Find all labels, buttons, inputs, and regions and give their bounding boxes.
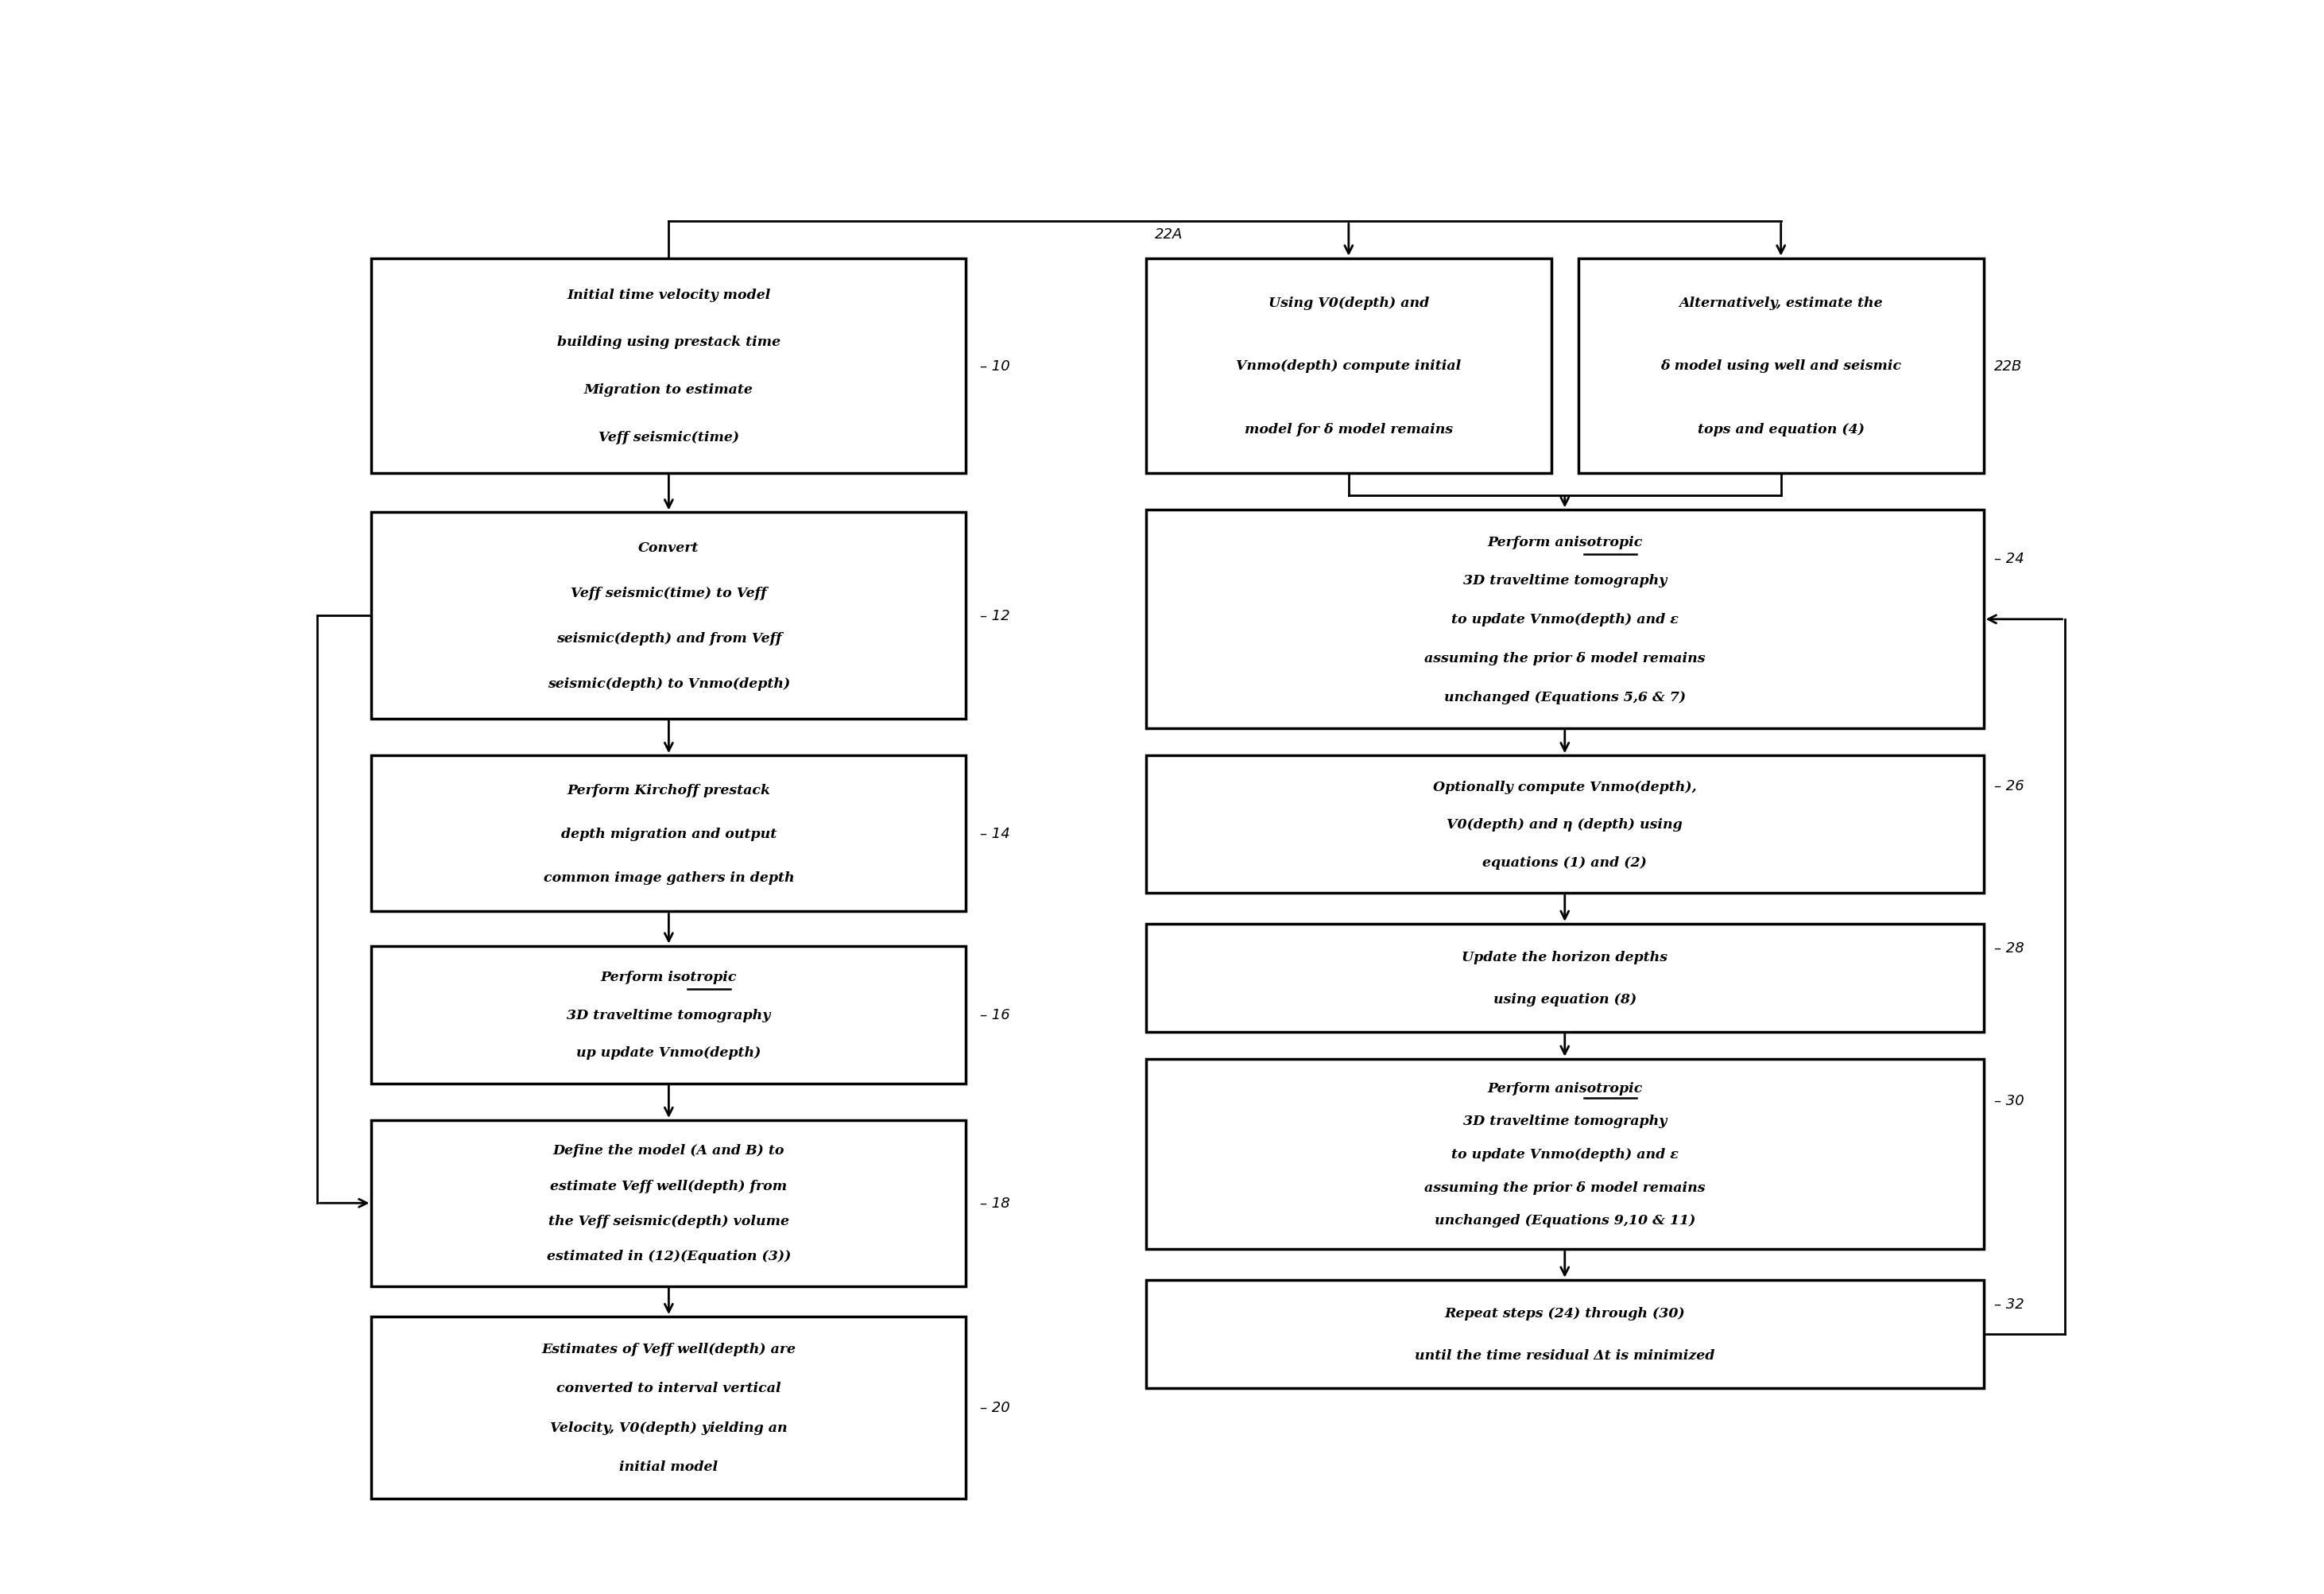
Text: model for δ model remains: model for δ model remains: [1243, 422, 1452, 437]
FancyBboxPatch shape: [372, 513, 967, 719]
Text: Velocity, V0(depth) yielding an: Velocity, V0(depth) yielding an: [551, 1420, 788, 1435]
Text: Migration to estimate: Migration to estimate: [583, 383, 753, 397]
FancyBboxPatch shape: [372, 947, 967, 1084]
Text: up update Vnmo(depth): up update Vnmo(depth): [576, 1046, 760, 1060]
Text: Repeat steps (24) through (30): Repeat steps (24) through (30): [1446, 1307, 1685, 1320]
Text: 3D traveltime tomography: 3D traveltime tomography: [567, 1007, 772, 1022]
Text: to update Vnmo(depth) and ε: to update Vnmo(depth) and ε: [1450, 612, 1678, 626]
Text: unchanged (Equations 5,6 & 7): unchanged (Equations 5,6 & 7): [1443, 690, 1685, 705]
Text: estimated in (12)(Equation (3)): estimated in (12)(Equation (3)): [546, 1250, 790, 1262]
Text: δ model using well and seismic: δ model using well and seismic: [1659, 359, 1901, 373]
Text: equations (1) and (2): equations (1) and (2): [1483, 856, 1648, 869]
Text: – 14: – 14: [981, 827, 1011, 842]
FancyBboxPatch shape: [1146, 510, 1985, 728]
Text: using equation (8): using equation (8): [1492, 991, 1636, 1006]
Text: 22B: 22B: [1994, 359, 2022, 373]
Text: Initial time velocity model: Initial time velocity model: [567, 289, 772, 301]
Text: to update Vnmo(depth) and ε: to update Vnmo(depth) and ε: [1450, 1148, 1678, 1160]
Text: Perform isotropic: Perform isotropic: [600, 971, 737, 983]
Text: estimate Veff well(depth) from: estimate Veff well(depth) from: [551, 1180, 788, 1192]
Text: Alternatively, estimate the: Alternatively, estimate the: [1678, 296, 1882, 309]
FancyBboxPatch shape: [372, 1121, 967, 1286]
Text: converted to interval vertical: converted to interval vertical: [555, 1382, 781, 1395]
Text: seismic(depth) and from Veff: seismic(depth) and from Veff: [555, 631, 781, 646]
Text: – 20: – 20: [981, 1401, 1011, 1415]
FancyBboxPatch shape: [372, 258, 967, 473]
FancyBboxPatch shape: [372, 1317, 967, 1498]
Text: – 12: – 12: [981, 609, 1011, 623]
Text: – 32: – 32: [1994, 1296, 2024, 1310]
Text: Using V0(depth) and: Using V0(depth) and: [1269, 296, 1429, 309]
Text: Perform Kirchoff prestack: Perform Kirchoff prestack: [567, 783, 772, 797]
Text: – 28: – 28: [1994, 940, 2024, 955]
Text: Update the horizon depths: Update the horizon depths: [1462, 950, 1669, 964]
Text: Optionally compute Vnmo(depth),: Optionally compute Vnmo(depth),: [1434, 779, 1697, 794]
Text: Estimates of Veff well(depth) are: Estimates of Veff well(depth) are: [541, 1342, 795, 1355]
Text: assuming the prior δ model remains: assuming the prior δ model remains: [1425, 1181, 1706, 1194]
Text: Veff seismic(time): Veff seismic(time): [597, 430, 739, 445]
Text: – 10: – 10: [981, 359, 1011, 373]
Text: until the time residual Δt is minimized: until the time residual Δt is minimized: [1415, 1349, 1715, 1361]
Text: Veff seismic(time) to Veff: Veff seismic(time) to Veff: [572, 587, 767, 599]
Text: tops and equation (4): tops and equation (4): [1697, 422, 1864, 437]
Text: Vnmo(depth) compute initial: Vnmo(depth) compute initial: [1236, 359, 1462, 373]
Text: Define the model (A and B) to: Define the model (A and B) to: [553, 1143, 786, 1157]
FancyBboxPatch shape: [372, 756, 967, 912]
Text: Convert: Convert: [639, 540, 700, 555]
Text: 22A: 22A: [1155, 228, 1183, 242]
Text: initial model: initial model: [621, 1460, 718, 1473]
Text: – 16: – 16: [981, 1007, 1011, 1022]
Text: – 30: – 30: [1994, 1093, 2024, 1108]
FancyBboxPatch shape: [1578, 258, 1985, 473]
Text: seismic(depth) to Vnmo(depth): seismic(depth) to Vnmo(depth): [548, 677, 790, 690]
FancyBboxPatch shape: [1146, 756, 1985, 893]
Text: – 26: – 26: [1994, 779, 2024, 794]
Text: the Veff seismic(depth) volume: the Veff seismic(depth) volume: [548, 1215, 790, 1227]
Text: 3D traveltime tomography: 3D traveltime tomography: [1462, 574, 1666, 588]
Text: Perform anisotropic: Perform anisotropic: [1487, 536, 1643, 548]
Text: – 18: – 18: [981, 1196, 1011, 1210]
Text: assuming the prior δ model remains: assuming the prior δ model remains: [1425, 652, 1706, 665]
Text: Perform anisotropic: Perform anisotropic: [1487, 1081, 1643, 1095]
Text: depth migration and output: depth migration and output: [560, 827, 776, 840]
FancyBboxPatch shape: [1146, 1058, 1985, 1250]
Text: V0(depth) and η (depth) using: V0(depth) and η (depth) using: [1448, 818, 1683, 832]
FancyBboxPatch shape: [1146, 925, 1985, 1031]
FancyBboxPatch shape: [1146, 1280, 1985, 1388]
FancyBboxPatch shape: [1146, 258, 1550, 473]
Text: building using prestack time: building using prestack time: [558, 336, 781, 349]
Text: unchanged (Equations 9,10 & 11): unchanged (Equations 9,10 & 11): [1434, 1213, 1694, 1227]
Text: – 24: – 24: [1994, 552, 2024, 566]
Text: 3D traveltime tomography: 3D traveltime tomography: [1462, 1114, 1666, 1129]
Text: common image gathers in depth: common image gathers in depth: [544, 870, 795, 885]
